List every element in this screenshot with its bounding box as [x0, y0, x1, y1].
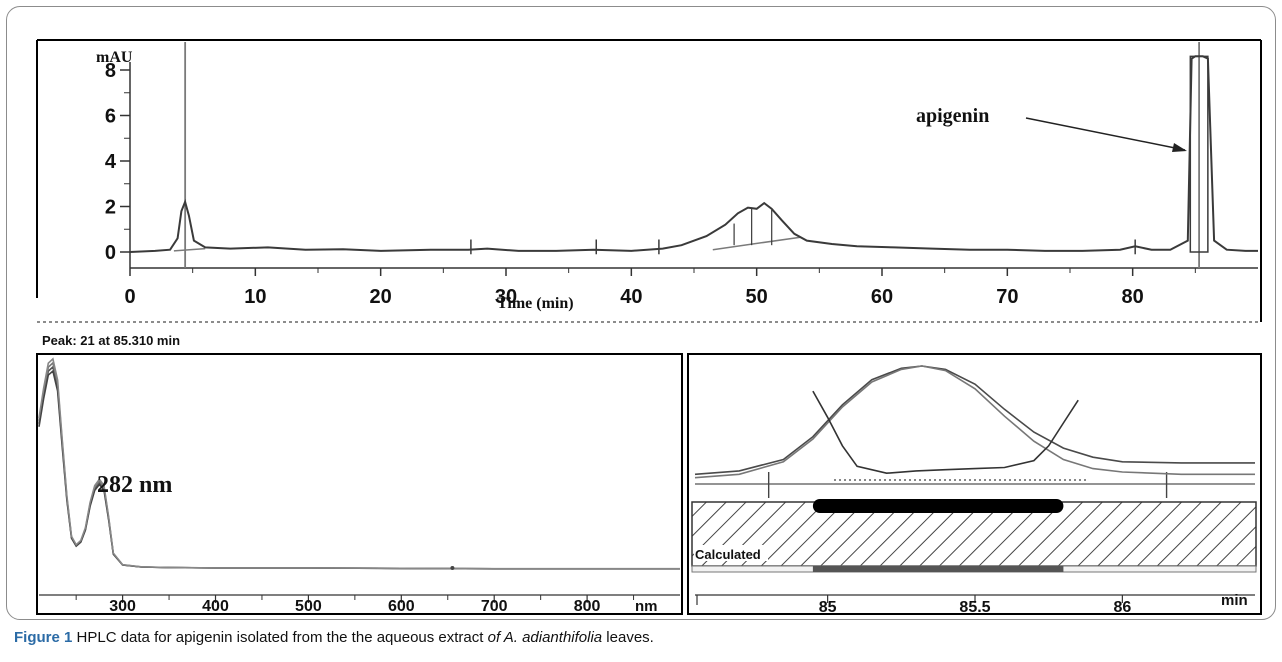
x-tick-label: 80	[1122, 286, 1144, 308]
x-tick-label: 50	[746, 286, 768, 308]
peak-purity-panel: Calculated 85 85.5 86 min	[687, 353, 1262, 616]
figure-caption: Figure 1 HPLC data for apigenin isolated…	[14, 629, 654, 646]
chromatogram-trace	[129, 55, 1258, 253]
uv-x-tick-label: 700	[481, 598, 508, 615]
y-tick-label: 8	[105, 60, 116, 82]
purity-curve	[694, 365, 1255, 476]
peak-info: Peak: 21 at 85.310 min	[42, 333, 180, 348]
uv-spectrum-trace	[38, 365, 680, 570]
uv-spectrum-trace	[38, 369, 680, 570]
x-tick-label: 30	[495, 286, 517, 308]
purity-x-axis-label: min	[1221, 592, 1248, 609]
uv-spectrum-trace	[38, 361, 680, 570]
uv-x-tick-label: 500	[295, 598, 322, 615]
caption-text-end: leaves.	[602, 629, 654, 646]
uv-frame	[36, 353, 683, 615]
y-axis-label: mAU	[96, 49, 133, 66]
figure-label: Figure 1	[14, 629, 73, 646]
x-tick-label: 70	[996, 286, 1018, 308]
purity-x-tick-label: 85	[819, 599, 837, 616]
x-tick-label: 10	[244, 286, 266, 308]
purity-curve	[694, 365, 1255, 479]
annotation-arrow	[1025, 117, 1186, 151]
x-axis-label: Time (min)	[497, 295, 574, 312]
calculated-label: Calculated	[695, 547, 761, 562]
x-tick-label: 40	[620, 286, 642, 308]
caption-italic-text: of A. adianthifolia	[487, 629, 603, 646]
y-tick-label: 0	[105, 242, 116, 264]
uv-x-axis-label: nm	[635, 598, 658, 615]
annotation-arrowhead	[1172, 143, 1187, 152]
purity-band-bottom	[812, 566, 1064, 572]
purity-curve	[812, 390, 1079, 475]
uv-x-tick-label: 300	[109, 598, 136, 615]
purity-x-tick-label: 85.5	[959, 599, 990, 616]
purity-frame	[687, 353, 1262, 615]
caption-text: HPLC data for apigenin isolated from the…	[72, 629, 488, 646]
y-tick-label: 2	[105, 197, 116, 219]
purity-x-tick-label: 86	[1113, 599, 1131, 616]
uv-spectrum-panel: 300 400 500 600 700 800 nm 282 nm	[36, 353, 683, 615]
calculated-bg	[694, 545, 768, 561]
purity-band-top	[812, 499, 1064, 513]
uv-spectrum-trace	[38, 357, 680, 570]
x-tick-label: 0	[124, 286, 135, 308]
y-tick-label: 4	[105, 151, 117, 173]
uv-x-tick-label: 800	[574, 598, 601, 615]
uv-annotation-282nm: 282 nm	[97, 472, 172, 498]
baseline-segment	[173, 247, 206, 252]
annotation-apigenin: apigenin	[916, 105, 989, 127]
uv-x-tick-label: 600	[388, 598, 415, 615]
x-tick-label: 20	[370, 286, 392, 308]
uv-x-tick-label: 400	[202, 598, 229, 615]
x-tick-label: 60	[871, 286, 893, 308]
baseline-segment	[712, 236, 801, 251]
uv-marker-dot	[450, 565, 455, 570]
y-tick-label: 6	[105, 106, 116, 128]
